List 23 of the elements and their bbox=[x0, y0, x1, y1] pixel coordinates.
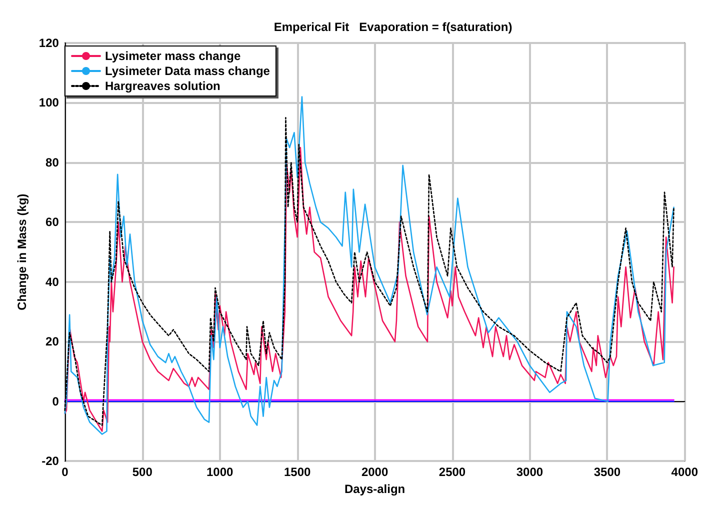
x-axis-title: Days-align bbox=[344, 482, 406, 496]
x-tick-label: 3000 bbox=[516, 465, 544, 480]
x-tick-label: 4000 bbox=[671, 465, 698, 480]
x-tick-label: 2500 bbox=[438, 465, 466, 480]
y-tick-label: 40 bbox=[46, 274, 60, 289]
y-axis-title: Change in Mass (kg) bbox=[15, 194, 29, 310]
y-tick-label: 100 bbox=[38, 96, 60, 110]
legend-label: Lysimeter mass change bbox=[105, 49, 241, 63]
x-tick-label: 500 bbox=[132, 465, 153, 480]
x-tick-label: 0 bbox=[62, 465, 69, 480]
y-tick-label: 0 bbox=[52, 394, 60, 408]
x-tick-label: 1000 bbox=[206, 465, 234, 480]
x-tick-label: 3500 bbox=[594, 465, 621, 480]
legend-label: Hargreaves solution bbox=[105, 79, 220, 93]
y-tick-label: -20 bbox=[42, 454, 60, 468]
legend-label: Lysimeter Data mass change bbox=[105, 64, 270, 78]
x-tick-label: 2000 bbox=[361, 465, 388, 480]
y-tick-label: 20 bbox=[46, 334, 60, 349]
chart-title: Emperical Fit Evaporation = f(saturation) bbox=[274, 20, 512, 34]
y-tick-label: 80 bbox=[46, 155, 60, 170]
x-tick-label: 1500 bbox=[284, 465, 311, 480]
y-tick-label: 60 bbox=[46, 215, 60, 230]
y-tick-label: 120 bbox=[38, 36, 60, 50]
